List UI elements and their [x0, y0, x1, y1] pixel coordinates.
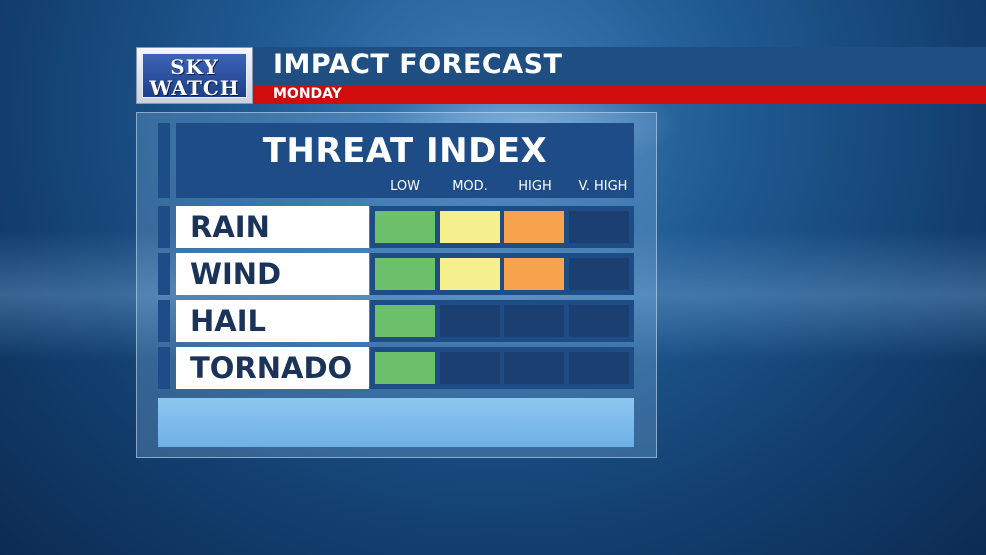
logo-plate: SKY WATCH	[142, 53, 247, 100]
threat-index-title: THREAT INDEX	[262, 131, 548, 171]
title-bar: IMPACT FORECAST	[253, 47, 986, 85]
level-label-low: LOW	[390, 179, 420, 194]
row-cells-rain	[370, 206, 634, 248]
threat-cell-high	[504, 352, 564, 384]
threat-cell-low	[375, 258, 435, 290]
row-stripe	[158, 253, 170, 295]
row-stripe	[158, 347, 170, 389]
page-title: IMPACT FORECAST	[273, 49, 563, 80]
panel-footer-bar	[158, 398, 634, 447]
header-stripe	[158, 123, 170, 198]
row-label-wind: WIND	[176, 253, 369, 295]
threat-cell-high	[504, 211, 564, 243]
threat-cell-low	[375, 352, 435, 384]
row-label-hail: HAIL	[176, 300, 369, 342]
threat-cell-mod	[440, 258, 500, 290]
subtitle-bar: MONDAY	[253, 85, 986, 104]
threat-cell-v-high	[569, 352, 629, 384]
row-label-tornado: TORNADO	[176, 347, 369, 389]
threat-cell-v-high	[569, 305, 629, 337]
row-stripe	[158, 300, 170, 342]
row-cells-hail	[370, 300, 634, 342]
threat-cell-v-high	[569, 211, 629, 243]
threat-cell-v-high	[569, 258, 629, 290]
threat-cell-mod	[440, 352, 500, 384]
skywatch-logo: SKY WATCH	[136, 47, 253, 104]
row-cells-tornado	[370, 347, 634, 389]
logo-line-2: WATCH	[149, 76, 240, 100]
threat-cell-high	[504, 258, 564, 290]
level-label-v-high: V. HIGH	[578, 179, 628, 194]
row-cells-wind	[370, 253, 634, 295]
level-label-mod: MOD.	[452, 179, 488, 194]
threat-cell-mod	[440, 305, 500, 337]
threat-index-header: THREAT INDEX LOW MOD. HIGH V. HIGH	[176, 123, 634, 198]
logo-line-1: SKY	[170, 55, 219, 79]
threat-cell-low	[375, 211, 435, 243]
level-label-high: HIGH	[518, 179, 552, 194]
threat-cell-low	[375, 305, 435, 337]
row-label-rain: RAIN	[176, 206, 369, 248]
row-stripe	[158, 206, 170, 248]
day-label: MONDAY	[273, 86, 342, 102]
threat-cell-mod	[440, 211, 500, 243]
threat-cell-high	[504, 305, 564, 337]
